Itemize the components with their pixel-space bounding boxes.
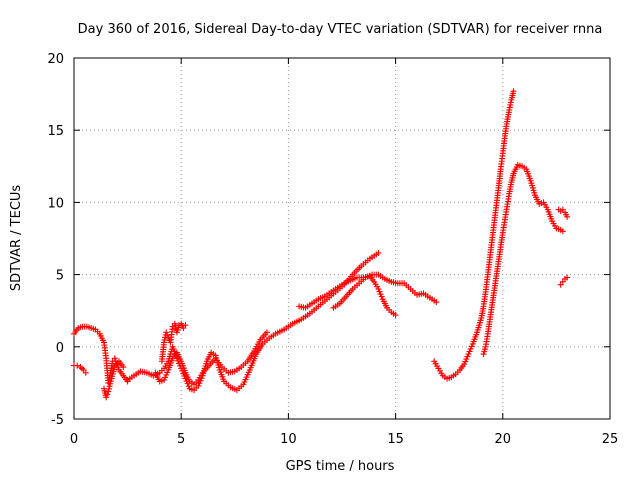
- y-tick-label: 0: [56, 341, 64, 356]
- data-point: [564, 213, 571, 220]
- series-track-d: [124, 249, 382, 394]
- series-track-i: [431, 88, 517, 382]
- x-axis-label: GPS time / hours: [286, 459, 395, 474]
- series-track-j: [480, 161, 566, 358]
- grid: [74, 58, 610, 419]
- series-track-f: [158, 320, 189, 365]
- series-track-c: [101, 358, 127, 401]
- data-point: [559, 228, 566, 235]
- data-point: [392, 312, 399, 319]
- data-point: [74, 362, 81, 369]
- y-tick-label: 10: [47, 196, 64, 211]
- data-point: [510, 88, 517, 95]
- series-track-k: [555, 206, 571, 220]
- data-point: [164, 332, 171, 339]
- plot-frame: [73, 57, 611, 420]
- data-point: [375, 249, 382, 256]
- x-tick-label: 0: [70, 432, 78, 447]
- data-point: [105, 388, 112, 395]
- y-tick-label: 15: [47, 124, 64, 139]
- data-points: [71, 88, 571, 401]
- series-track-e: [152, 329, 270, 388]
- data-point: [433, 299, 440, 306]
- x-tick-label: 10: [280, 432, 297, 447]
- x-tick-label: 15: [387, 432, 404, 447]
- data-point: [107, 380, 114, 387]
- x-tick-label: 20: [495, 432, 512, 447]
- data-point: [564, 274, 571, 281]
- x-tick-label: 5: [177, 432, 185, 447]
- series-track-l: [557, 274, 571, 288]
- data-point: [182, 322, 189, 329]
- series-track-b: [71, 362, 89, 376]
- data-point: [107, 378, 114, 385]
- series-track-h: [330, 271, 440, 311]
- data-point: [105, 385, 112, 392]
- y-axis-label: SDTVAR / TECUs: [9, 185, 24, 292]
- data-point: [120, 364, 127, 371]
- data-point: [82, 369, 89, 376]
- y-tick-label: 5: [56, 269, 64, 284]
- chart-title: Day 360 of 2016, Sidereal Day-to-day VTE…: [78, 22, 603, 37]
- data-point: [103, 394, 110, 401]
- y-tick-label: -5: [51, 413, 64, 428]
- data-point: [106, 383, 113, 390]
- x-tick-label: 25: [602, 432, 619, 447]
- axis-ticks: 0 5 10 15 20 25 -5 0 5 10 15 20: [47, 52, 618, 447]
- data-point: [163, 329, 170, 336]
- data-point: [263, 329, 270, 336]
- data-point: [104, 391, 111, 398]
- y-tick-label: 20: [47, 52, 64, 67]
- series-track-a: [71, 323, 131, 386]
- data-point: [111, 355, 118, 362]
